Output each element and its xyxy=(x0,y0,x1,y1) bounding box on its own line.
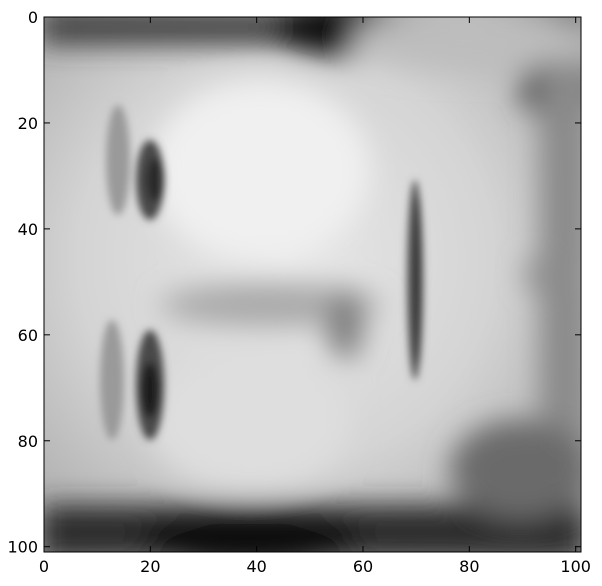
x-tick-label: 0 xyxy=(39,557,49,576)
x-tick-label: 100 xyxy=(560,557,591,576)
x-tick-label: 40 xyxy=(246,557,266,576)
y-tick-label: 60 xyxy=(18,326,38,345)
x-tick-label: 60 xyxy=(353,557,373,576)
plot-frame xyxy=(43,16,582,553)
x-tick-label: 80 xyxy=(459,557,479,576)
y-axis: 0 20 40 60 80 100 xyxy=(7,8,581,557)
x-axis: 0 20 40 60 80 100 xyxy=(39,17,591,576)
x-tick-label: 20 xyxy=(140,557,160,576)
y-tick-label: 0 xyxy=(28,8,38,27)
face-image xyxy=(44,17,581,552)
y-tick-label: 100 xyxy=(7,538,38,557)
y-tick-label: 20 xyxy=(18,114,38,133)
y-tick-label: 80 xyxy=(18,432,38,451)
y-tick-label: 40 xyxy=(18,220,38,239)
